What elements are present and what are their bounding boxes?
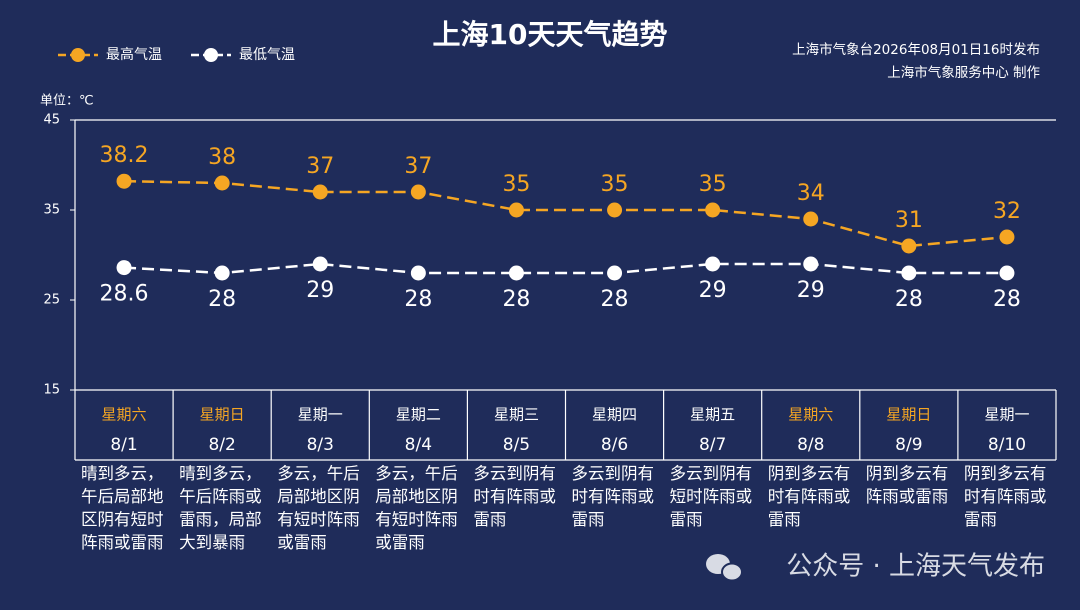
data-label: 35 [699, 172, 727, 197]
series-line [123, 262, 1007, 275]
y-tick-label: 35 [43, 203, 60, 218]
data-label: 28 [993, 287, 1021, 312]
x-tick-label: 8/1 [110, 435, 137, 455]
data-label: 28 [601, 287, 629, 312]
weather-text: 多云到阴有时有阵雨或雷雨 [571, 464, 655, 529]
chart-title: 上海10天天气趋势 [433, 18, 668, 51]
y-tick-label: 25 [43, 293, 60, 308]
weather-text: 多云到阴有短时阵雨或雷雨 [669, 464, 753, 529]
data-label: 34 [797, 181, 825, 206]
point [901, 265, 917, 281]
y-tick-label: 45 [43, 113, 60, 128]
data-label: 37 [306, 154, 334, 179]
data-label: 38.2 [100, 143, 149, 168]
x-tick-label: 8/2 [208, 435, 235, 455]
weather-text: 阴到多云有阵雨或雷雨 [865, 464, 949, 506]
weather-text: 多云，午后局部地区阴有短时阵雨或雷雨 [277, 464, 360, 552]
weekday: 星期日 [886, 406, 931, 424]
x-tick-label: 8/5 [503, 435, 530, 455]
point [410, 184, 426, 200]
source: 上海市气象台2026年08月01日16时发布 [792, 41, 1040, 58]
point [508, 265, 524, 281]
data-label: 35 [502, 172, 530, 197]
point [116, 173, 132, 189]
weekday: 星期六 [102, 406, 147, 424]
x-tick-label: 8/9 [895, 435, 922, 455]
weather-text: 晴到多云，午后局部地区阴有短时阵雨或雷雨 [81, 464, 164, 552]
weekday: 星期三 [494, 406, 539, 424]
data-label: 37 [404, 154, 432, 179]
legend-dot [71, 48, 85, 62]
x-tick-label: 8/8 [797, 435, 824, 455]
weekday: 星期一 [298, 406, 343, 424]
x-tick-label: 8/10 [988, 435, 1026, 455]
point [214, 175, 230, 191]
y-tick-label: 15 [43, 383, 60, 398]
weather-text: 晴到多云，午后阵雨或雷雨，局部大到暴雨 [179, 464, 262, 552]
x-tick-label: 8/4 [405, 435, 432, 455]
x-tick-label: 8/7 [699, 435, 726, 455]
watermark: 公众号 · 上海天气发布 [786, 552, 1045, 582]
data-label: 29 [797, 278, 825, 303]
data-label: 28 [208, 287, 236, 312]
point [901, 238, 917, 254]
weather-text: 阴到多云有时有阵雨或雷雨 [767, 464, 851, 529]
data-label: 28 [895, 287, 923, 312]
data-label: 28 [404, 287, 432, 312]
data-label: 31 [895, 208, 923, 233]
source: 上海市气象服务中心 制作 [887, 64, 1040, 81]
point [116, 260, 132, 276]
point [607, 265, 623, 281]
x-tick-label: 8/6 [601, 435, 628, 455]
legend-label: 最低气温 [239, 47, 295, 63]
weekday: 星期五 [690, 406, 735, 424]
point [803, 256, 819, 272]
data-label: 35 [601, 172, 629, 197]
data-label: 38 [208, 145, 236, 170]
data-label: 28.6 [100, 282, 149, 307]
point [508, 202, 524, 218]
weekday: 星期一 [984, 406, 1029, 424]
point [607, 202, 623, 218]
data-label: 32 [993, 199, 1021, 224]
point [214, 265, 230, 281]
legend-label: 最高气温 [106, 46, 162, 63]
point [803, 211, 819, 227]
weekday: 星期六 [788, 406, 833, 424]
weekday: 星期日 [200, 406, 245, 424]
unit-label: 单位：℃ [40, 94, 94, 109]
point [312, 184, 328, 200]
weather-text: 多云，午后局部地区阴有短时阵雨或雷雨 [375, 464, 458, 552]
weather-text: 多云到阴有时有阵雨或雷雨 [473, 464, 556, 529]
point [999, 265, 1015, 281]
data-label: 29 [306, 278, 334, 303]
point [999, 229, 1015, 245]
point [410, 265, 426, 281]
point [312, 256, 328, 272]
point [705, 256, 721, 272]
wechat-icon [706, 554, 743, 582]
series-line [124, 179, 1008, 248]
weekday: 星期二 [396, 406, 441, 424]
point [705, 202, 721, 218]
weekday: 星期四 [592, 406, 637, 424]
weather-text: 阴到多云有时有阵雨或雷雨 [963, 464, 1047, 529]
data-label: 29 [699, 278, 727, 303]
data-label: 28 [502, 287, 530, 312]
legend-dot [204, 48, 218, 62]
x-tick-label: 8/3 [307, 435, 334, 455]
